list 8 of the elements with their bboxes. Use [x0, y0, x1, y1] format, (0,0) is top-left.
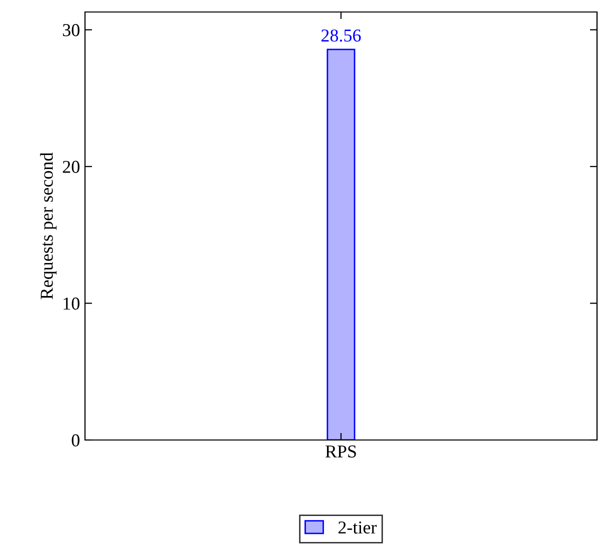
legend-label: 2-tier [338, 521, 377, 534]
y-tick-label: 0 [72, 434, 80, 446]
y-tick-label: 20 [62, 160, 80, 173]
x-tick-label: RPS [325, 445, 356, 458]
y-tick-label: 10 [64, 298, 80, 310]
y-axis-title: Requests per second [40, 152, 57, 300]
data-label: 28.56 [321, 29, 361, 42]
y-tick-label: 30 [62, 24, 80, 36]
